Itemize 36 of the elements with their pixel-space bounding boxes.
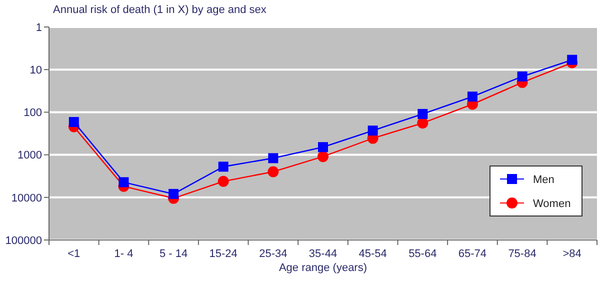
- point: [417, 118, 428, 129]
- point: [467, 92, 478, 102]
- point: [168, 188, 179, 199]
- chart-title: Annual risk of death (1 in X) by age and sex: [53, 4, 267, 16]
- x-tick-label: 5 - 14: [159, 248, 188, 260]
- point: [68, 117, 79, 128]
- point: [418, 108, 428, 119]
- point: [218, 176, 229, 187]
- x-tick-label: 65-74: [458, 248, 487, 260]
- point: [268, 153, 278, 164]
- x-tick-label: >84: [562, 248, 582, 260]
- x-tick-label: <1: [68, 248, 80, 260]
- x-axis-title: Age range (years): [278, 262, 368, 274]
- y-tick-label: 1: [36, 22, 42, 34]
- point: [268, 166, 279, 178]
- x-tick-label: 1- 4: [114, 248, 134, 260]
- point: [318, 142, 328, 152]
- y-tick-label: 1000: [18, 150, 42, 162]
- legend-label: Women: [533, 198, 571, 210]
- x-tick-label: 35-44: [308, 248, 338, 260]
- y-tick-label: 10000: [11, 192, 42, 204]
- point: [368, 126, 378, 136]
- x-tick-label: 45-54: [358, 248, 387, 260]
- point: [118, 177, 129, 188]
- x-tick-label: 15-24: [209, 248, 238, 260]
- x-tick-label: 25-34: [259, 248, 288, 260]
- point: [218, 162, 228, 172]
- point: [318, 151, 328, 162]
- y-tick-label: 10: [30, 64, 42, 76]
- y-tick-label: 100000: [5, 234, 42, 247]
- legend-label: Men: [533, 174, 554, 186]
- x-tick-label: 75-84: [508, 248, 536, 260]
- y-tick-label: 100: [24, 107, 42, 120]
- point: [567, 54, 578, 65]
- point: [517, 71, 528, 82]
- x-tick-label: 55-64: [408, 248, 437, 260]
